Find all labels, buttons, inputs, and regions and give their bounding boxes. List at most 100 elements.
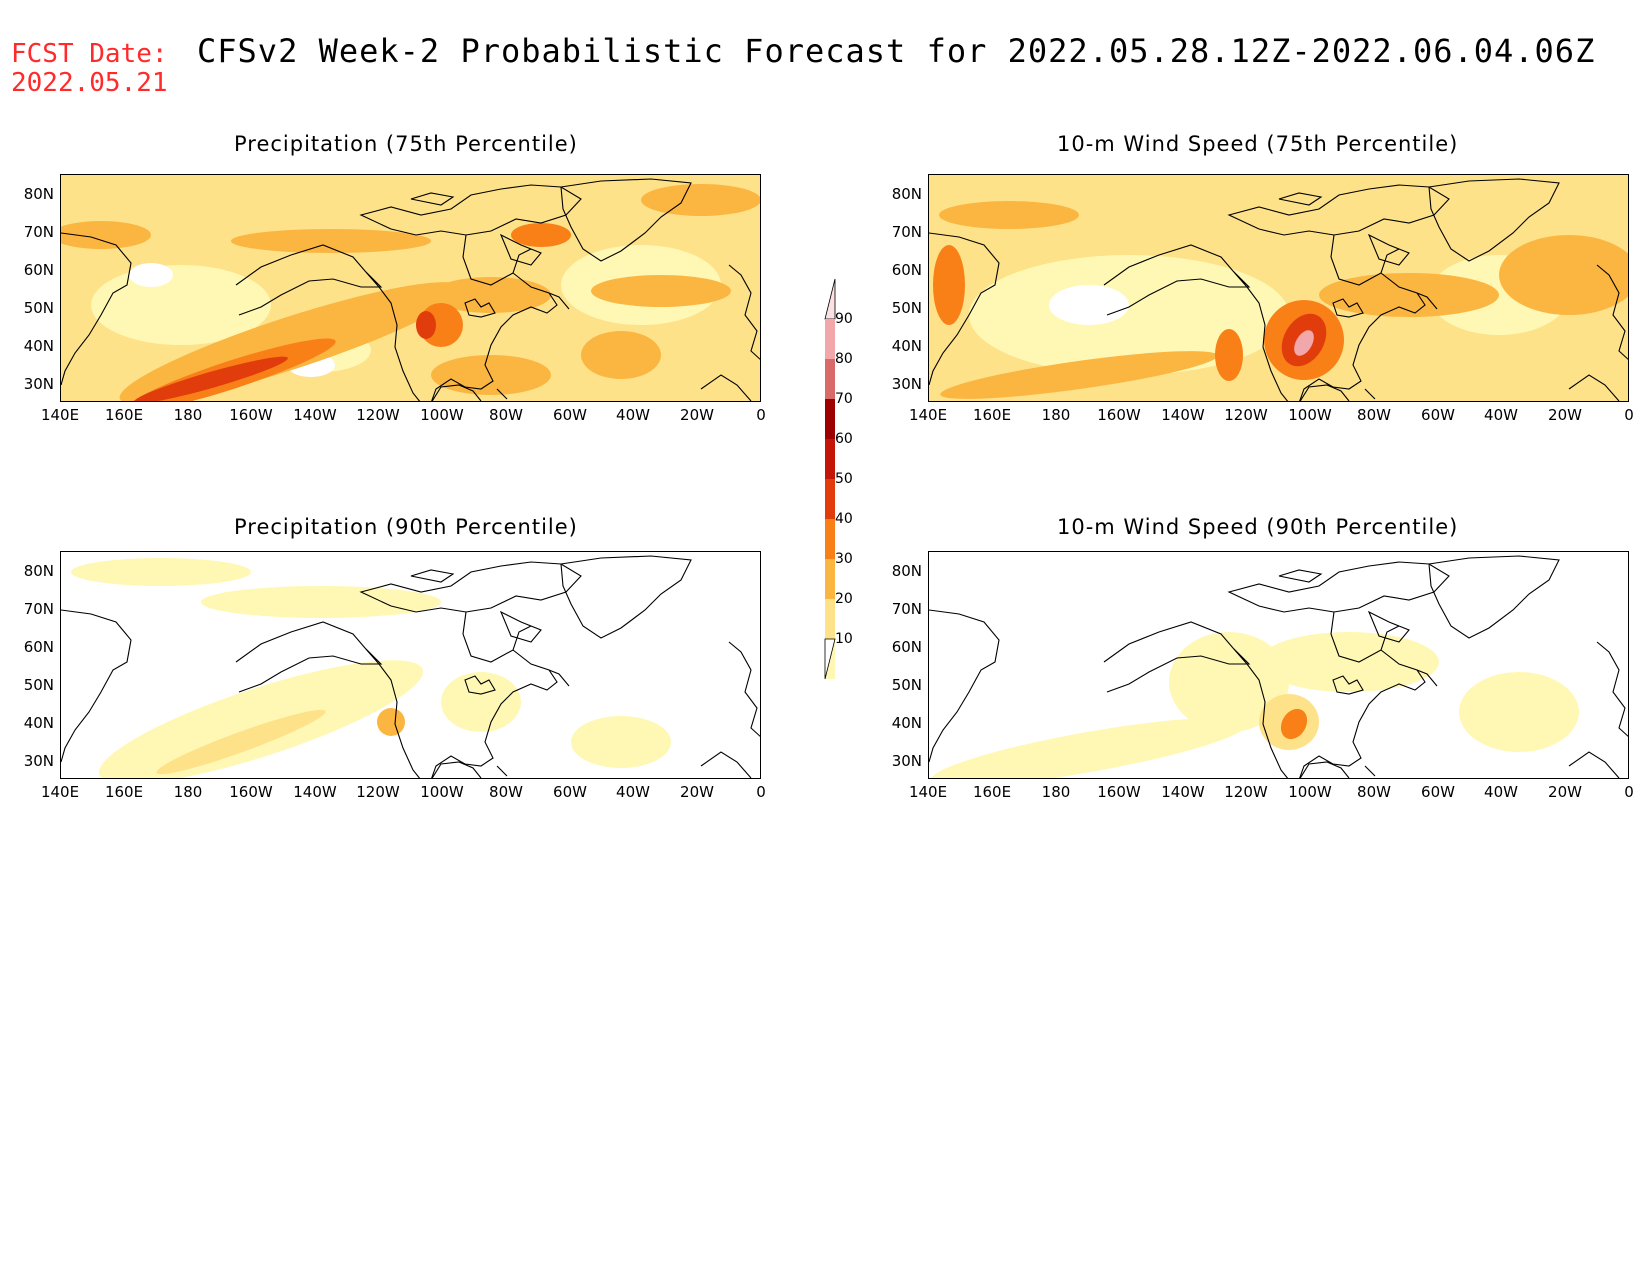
lon-tick-label: 100W	[420, 406, 464, 424]
colorbar-tick-label: 10	[835, 631, 853, 647]
colorbar-tick-label: 80	[835, 351, 853, 367]
very-high-probability-area	[416, 311, 436, 339]
low-probability-area	[91, 265, 271, 345]
map-wind75	[928, 174, 1629, 402]
lon-tick-label: 20W	[680, 406, 714, 424]
low-probability-area	[71, 558, 251, 586]
colorbar-segment	[825, 439, 835, 479]
lon-tick-label: 60W	[1421, 406, 1455, 424]
lon-tick-label: 100W	[1288, 783, 1332, 801]
high-probability-area	[1215, 329, 1243, 381]
moderate-probability-band	[940, 351, 1218, 399]
low-probability-band	[98, 660, 424, 778]
moderate-probability-area	[581, 331, 661, 379]
moderate-probability-area	[377, 708, 405, 736]
lat-tick-label: 80N	[891, 185, 922, 203]
panel-title-wind90: 10-m Wind Speed (90th Percentile)	[1057, 515, 1459, 539]
lat-tick-label: 50N	[23, 676, 54, 694]
no-signal-area	[129, 263, 173, 287]
coastline-europe-africa	[1568, 641, 1628, 778]
colorbar-segment	[825, 479, 835, 519]
coastline-europe-africa	[1568, 264, 1628, 401]
colorbar-top-arrow	[824, 278, 836, 320]
map-precip90	[60, 551, 761, 779]
lon-tick-label: 120W	[356, 783, 400, 801]
lon-tick-label: 180	[173, 406, 203, 424]
low-probability-area	[201, 586, 441, 618]
colorbar-segment	[825, 599, 835, 639]
lat-tick-label: 40N	[891, 714, 922, 732]
coastline-gulf	[431, 761, 508, 778]
colorbar-tick-label: 90	[835, 311, 853, 327]
moderate-probability-area	[231, 229, 431, 253]
lon-tick-label: 140W	[293, 783, 337, 801]
lon-tick-label: 160E	[972, 783, 1012, 801]
lat-tick-label: 70N	[891, 223, 922, 241]
moderate-probability-area	[1499, 235, 1628, 315]
lat-tick-label: 60N	[891, 638, 922, 656]
moderate-probability-area	[591, 275, 731, 307]
lat-tick-label: 50N	[891, 676, 922, 694]
coastline-arctic-islands	[1227, 184, 1450, 266]
panel-title-wind75: 10-m Wind Speed (75th Percentile)	[1057, 132, 1459, 156]
no-signal-area	[1049, 285, 1129, 325]
lat-tick-label: 70N	[23, 600, 54, 618]
lon-tick-label: 60W	[553, 783, 587, 801]
coastline-europe-africa	[700, 264, 760, 401]
moderate-probability-area	[641, 184, 760, 216]
lon-tick-label: 40W	[1484, 783, 1518, 801]
lon-tick-label: 80W	[489, 783, 523, 801]
lon-tick-label: 160E	[104, 406, 144, 424]
lon-tick-label: 180	[173, 783, 203, 801]
lat-tick-label: 30N	[23, 752, 54, 770]
great-lakes	[464, 298, 496, 318]
lon-tick-label: 60W	[553, 406, 587, 424]
lon-tick-label: 120W	[356, 406, 400, 424]
coastline-europe-africa	[700, 641, 760, 778]
lon-tick-label: 20W	[680, 783, 714, 801]
high-probability-area	[1280, 708, 1308, 740]
colorbar-bottom-arrow	[824, 638, 836, 680]
coastline-north-america-east	[1299, 611, 1438, 778]
coastline-north-america-west	[1103, 244, 1289, 401]
moderate-probability-area	[431, 277, 551, 313]
lon-tick-label: 100W	[420, 783, 464, 801]
lat-tick-label: 40N	[23, 337, 54, 355]
lon-tick-label: 60W	[1421, 783, 1455, 801]
lon-tick-label: 40W	[1484, 406, 1518, 424]
extreme-probability-area	[1294, 330, 1314, 356]
coastline-asia	[61, 609, 132, 763]
lon-tick-label: 140E	[908, 783, 948, 801]
forecast-date-block: FCST Date: 2022.05.21	[11, 40, 168, 98]
forecast-date-label: FCST Date:	[11, 39, 168, 69]
lat-tick-label: 60N	[891, 261, 922, 279]
lat-tick-label: 40N	[891, 337, 922, 355]
lon-tick-label: 80W	[489, 406, 523, 424]
great-lakes	[1332, 675, 1364, 695]
colorbar-tick-label: 40	[835, 511, 853, 527]
lat-tick-label: 80N	[23, 562, 54, 580]
lon-tick-label: 80W	[1357, 783, 1391, 801]
lat-tick-label: 60N	[23, 638, 54, 656]
lon-tick-label: 40W	[616, 406, 650, 424]
coastline-north-america-west	[235, 621, 421, 778]
lon-tick-label: 20W	[1548, 406, 1582, 424]
low-probability-area	[1459, 672, 1579, 752]
low-probability-band	[931, 717, 1247, 778]
coastline-north-america-west	[1103, 621, 1289, 778]
lon-tick-label: 180	[1041, 406, 1071, 424]
coastline-asia	[929, 609, 1000, 763]
lat-tick-label: 30N	[891, 375, 922, 393]
great-lakes	[464, 675, 496, 695]
colorbar-segment	[825, 319, 835, 359]
lon-tick-label: 160W	[1097, 406, 1141, 424]
coastline-arctic-islands	[359, 184, 582, 266]
map-precip75	[60, 174, 761, 402]
lat-tick-label: 70N	[23, 223, 54, 241]
panel-title-precip90: Precipitation (90th Percentile)	[234, 515, 578, 539]
lon-tick-label: 120W	[1224, 783, 1268, 801]
moderate-probability-area	[939, 201, 1079, 229]
low-probability-area	[1169, 632, 1289, 732]
colorbar-tick-label: 20	[835, 591, 853, 607]
lon-tick-label: 140E	[908, 406, 948, 424]
